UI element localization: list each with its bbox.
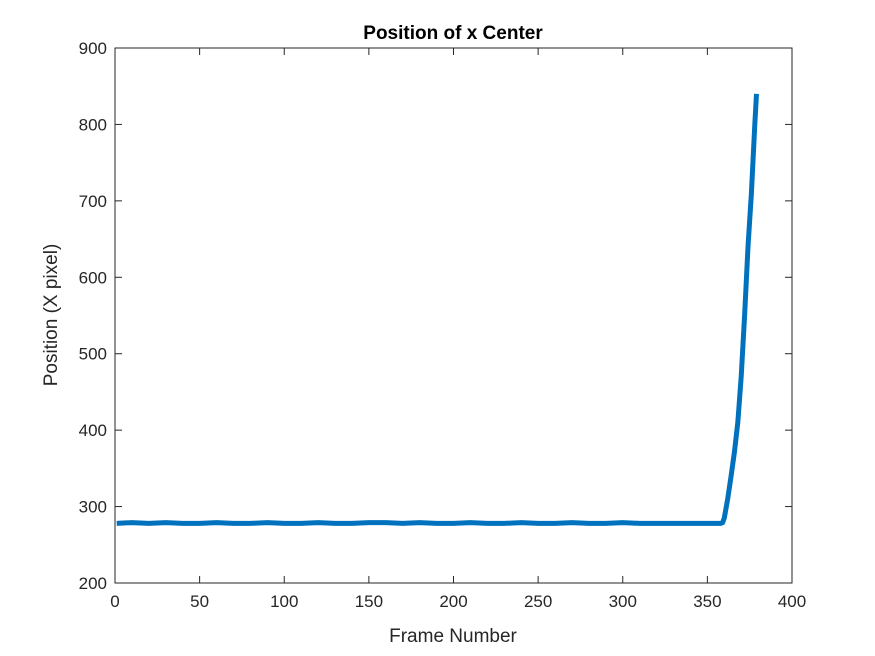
x-tick-label: 50 (190, 592, 209, 611)
x-tick-label: 200 (439, 592, 467, 611)
y-tick-label: 800 (79, 115, 107, 134)
x-tick-label: 300 (609, 592, 637, 611)
y-axis-label: Position (X pixel) (41, 244, 62, 387)
axes-box (114, 47, 793, 584)
y-tick-label: 900 (79, 39, 107, 58)
y-tick-label: 500 (79, 345, 107, 364)
y-tick-label: 600 (79, 268, 107, 287)
x-axis-label: Frame Number (389, 626, 517, 647)
y-tick-label: 700 (79, 192, 107, 211)
plot-area: 0 50 100 150 200 250 300 350 400 200 300 400 500 600 7… (79, 39, 807, 611)
y-tick-label: 400 (79, 421, 107, 440)
x-tick-label: 0 (110, 592, 119, 611)
x-tick-label: 150 (355, 592, 383, 611)
x-tick-label: 250 (524, 592, 552, 611)
x-tick-label: 400 (778, 592, 806, 611)
x-tick-label: 350 (693, 592, 721, 611)
x-tick-label: 100 (270, 592, 298, 611)
y-tick-label: 200 (79, 574, 107, 593)
series-line-0 (116, 93, 759, 526)
chart-title: Position of x Center (363, 23, 543, 44)
y-tick-label: 300 (79, 498, 107, 517)
